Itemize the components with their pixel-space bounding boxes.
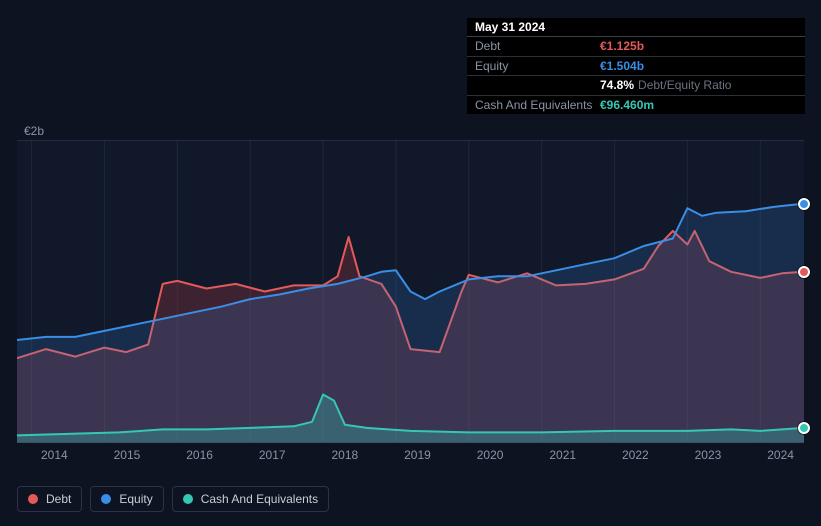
tooltip-value: €96.460m bbox=[600, 98, 654, 112]
tooltip-value: €1.125b bbox=[600, 39, 644, 53]
chart-area[interactable] bbox=[17, 140, 804, 443]
legend-item[interactable]: Cash And Equivalents bbox=[172, 486, 329, 512]
legend-swatch bbox=[183, 494, 193, 504]
tooltip-label: Equity bbox=[475, 59, 600, 73]
x-axis: 2014 2015 2016 2017 2018 2019 2020 2021 2022 2023… bbox=[17, 448, 804, 468]
x-tick-label: 2020 bbox=[477, 448, 504, 468]
tooltip-row-ratio: 74.8% Debt/Equity Ratio bbox=[467, 76, 805, 95]
tooltip-label bbox=[475, 78, 600, 92]
tooltip-label: Debt bbox=[475, 39, 600, 53]
series-end-marker bbox=[798, 266, 810, 278]
x-tick-label: 2023 bbox=[695, 448, 722, 468]
hover-tooltip: May 31 2024 Debt €1.125b Equity €1.504b … bbox=[467, 18, 805, 114]
x-tick-label: 2016 bbox=[186, 448, 213, 468]
series-end-marker bbox=[798, 422, 810, 434]
tooltip-row-equity: Equity €1.504b bbox=[467, 57, 805, 76]
x-tick-label: 2017 bbox=[259, 448, 286, 468]
legend-swatch bbox=[28, 494, 38, 504]
tooltip-row-debt: Debt €1.125b bbox=[467, 37, 805, 56]
tooltip-value: €1.504b bbox=[600, 59, 644, 73]
legend-item[interactable]: Debt bbox=[17, 486, 82, 512]
legend-label: Debt bbox=[46, 492, 71, 506]
x-tick-label: 2018 bbox=[332, 448, 359, 468]
legend-swatch bbox=[101, 494, 111, 504]
tooltip-row-cash: Cash And Equivalents €96.460m bbox=[467, 96, 805, 114]
series-end-marker bbox=[798, 198, 810, 210]
tooltip-label: Cash And Equivalents bbox=[475, 98, 600, 112]
tooltip-date-row: May 31 2024 bbox=[467, 18, 805, 37]
legend-label: Cash And Equivalents bbox=[201, 492, 318, 506]
tooltip-date: May 31 2024 bbox=[475, 20, 545, 34]
legend-label: Equity bbox=[119, 492, 152, 506]
x-tick-label: 2022 bbox=[622, 448, 649, 468]
tooltip-extra: Debt/Equity Ratio bbox=[638, 78, 731, 92]
x-tick-label: 2014 bbox=[41, 448, 68, 468]
chart-panel: May 31 2024 Debt €1.125b Equity €1.504b … bbox=[0, 0, 821, 526]
x-tick-label: 2015 bbox=[114, 448, 141, 468]
chart-svg bbox=[17, 140, 804, 443]
legend: Debt Equity Cash And Equivalents bbox=[17, 486, 329, 512]
x-tick-label: 2021 bbox=[549, 448, 576, 468]
x-tick-label: 2019 bbox=[404, 448, 431, 468]
tooltip-value: 74.8% bbox=[600, 78, 634, 92]
y-tick-label-top: €2b bbox=[24, 124, 44, 138]
legend-item[interactable]: Equity bbox=[90, 486, 163, 512]
x-tick-label: 2024 bbox=[767, 448, 794, 468]
